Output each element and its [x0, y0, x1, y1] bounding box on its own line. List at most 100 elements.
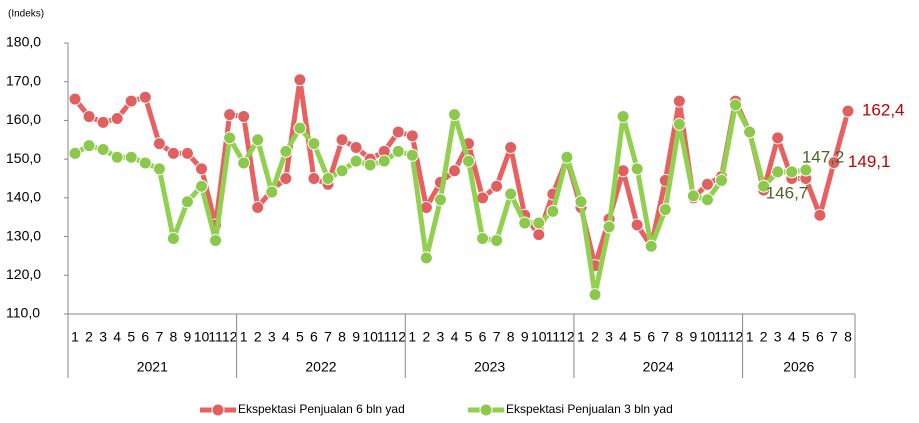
data-point: [96, 142, 110, 156]
x-tick-label: 10: [362, 329, 378, 345]
data-point: [293, 121, 307, 135]
data-point: [180, 195, 194, 209]
x-tick-label: 2: [85, 329, 93, 345]
data-point: [307, 137, 321, 151]
data-point: [658, 202, 672, 216]
x-tick-label: 10: [531, 329, 547, 345]
data-point: [532, 216, 546, 230]
x-tick-label: 6: [479, 329, 487, 345]
data-point: [504, 187, 518, 201]
x-tick-label: 7: [324, 329, 332, 345]
data-point: [363, 158, 377, 172]
data-point: [391, 125, 405, 139]
x-tick-label: 1: [408, 329, 416, 345]
data-point: [68, 146, 82, 160]
x-tick-label: 11: [714, 329, 729, 345]
x-tick-label: 3: [774, 329, 782, 345]
data-label: 162,4: [862, 101, 905, 120]
y-axis-label: (Indeks): [8, 9, 44, 20]
data-point: [700, 177, 714, 191]
x-tick-label: 5: [296, 329, 304, 345]
x-tick-label: 12: [390, 329, 406, 345]
data-point: [405, 129, 419, 143]
x-tick-label: 11: [208, 329, 223, 345]
x-tick-label: 12: [728, 329, 744, 345]
x-tick-label: 11: [546, 329, 561, 345]
y-tick-label: 110,0: [6, 305, 40, 321]
data-point: [686, 189, 700, 203]
data-point: [138, 156, 152, 170]
data-point: [447, 164, 461, 178]
data-point: [110, 150, 124, 164]
x-tick-label: 10: [194, 329, 210, 345]
x-tick-label: 2: [422, 329, 430, 345]
data-point: [419, 251, 433, 265]
data-point: [771, 131, 785, 145]
data-point: [223, 108, 237, 122]
data-point: [476, 232, 490, 246]
data-point: [152, 162, 166, 176]
x-tick-label: 5: [633, 329, 641, 345]
x-tick-label: 5: [802, 329, 810, 345]
data-point: [237, 156, 251, 170]
data-point: [700, 193, 714, 207]
data-point: [82, 110, 96, 124]
y-tick-label: 140,0: [6, 189, 41, 205]
data-point: [195, 162, 209, 176]
x-tick-label: 3: [437, 329, 445, 345]
data-point: [490, 179, 504, 193]
x-tick-label: 4: [788, 329, 796, 345]
x-tick-label: 4: [282, 329, 290, 345]
x-tick-label: 6: [816, 329, 824, 345]
data-point: [279, 172, 293, 185]
x-tick-label: 9: [184, 329, 192, 345]
x-tick-label: 8: [338, 329, 346, 345]
data-label: 147,2: [802, 147, 845, 166]
data-point: [293, 73, 307, 87]
x-tick-label: 5: [127, 329, 135, 345]
data-point: [195, 179, 209, 193]
data-point: [588, 288, 602, 302]
x-tick-label: 11: [377, 329, 392, 345]
data-point: [729, 98, 743, 112]
data-point: [827, 156, 841, 170]
x-tick-label: 4: [113, 329, 121, 345]
x-tick-label: 6: [310, 329, 318, 345]
x-tick-label: 1: [746, 329, 754, 345]
data-point: [433, 193, 447, 207]
data-point: [166, 232, 180, 246]
x-tick-label: 3: [605, 329, 613, 345]
x-tick-label: 12: [222, 329, 238, 345]
x-tick-label: 2: [760, 329, 768, 345]
x-tick-label: 4: [619, 329, 627, 345]
legend-label: Ekspektasi Penjualan 3 bln yad: [506, 402, 673, 416]
x-tick-label: 7: [493, 329, 501, 345]
data-point: [672, 117, 686, 131]
x-tick-label: 8: [507, 329, 515, 345]
x-tick-label: 6: [141, 329, 149, 345]
data-point: [349, 141, 363, 155]
x-tick-label: 7: [155, 329, 163, 345]
x-tick-label: 3: [99, 329, 107, 345]
data-point: [166, 146, 180, 160]
data-point: [743, 125, 757, 139]
data-point: [68, 92, 82, 106]
data-point: [124, 150, 138, 164]
x-tick-label: 7: [830, 329, 838, 345]
data-point: [391, 144, 405, 158]
data-point: [335, 133, 349, 147]
data-point: [124, 94, 138, 108]
x-tick-label: 9: [689, 329, 697, 345]
data-point: [405, 148, 419, 162]
x-group-label: 2023: [474, 359, 505, 375]
data-point: [771, 165, 785, 179]
data-point: [518, 216, 532, 230]
data-point: [630, 218, 644, 232]
data-point: [574, 195, 588, 209]
x-group-label: 2021: [137, 359, 168, 375]
data-point: [644, 239, 658, 253]
x-tick-label: 2: [254, 329, 262, 345]
data-point: [321, 172, 335, 185]
data-point: [447, 108, 461, 122]
data-point: [377, 154, 391, 168]
